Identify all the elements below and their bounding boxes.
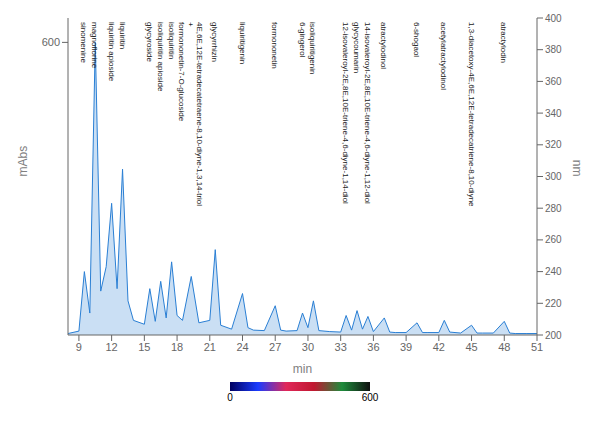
svg-text:9: 9 [76, 341, 82, 353]
svg-text:220: 220 [545, 298, 562, 309]
svg-text:600: 600 [42, 36, 60, 48]
svg-text:+: + [186, 22, 195, 27]
svg-text:400: 400 [545, 13, 562, 24]
svg-text:360: 360 [545, 76, 562, 87]
svg-text:isoliquiritin: isoliquiritin [167, 22, 176, 59]
svg-text:nm: nm [570, 160, 584, 177]
svg-text:33: 33 [335, 341, 347, 353]
svg-text:4E,6E,12E-tetradecatetraene-8,: 4E,6E,12E-tetradecatetraene-8,10-diyne-1… [195, 22, 204, 206]
svg-text:liquiritin: liquiritin [118, 22, 127, 49]
svg-text:42: 42 [433, 341, 445, 353]
svg-text:320: 320 [545, 139, 562, 150]
svg-text:48: 48 [498, 341, 510, 353]
svg-text:15: 15 [138, 341, 150, 353]
svg-text:12-isovaleroyl-2E,8E,10E-trien: 12-isovaleroyl-2E,8E,10E-triene-4,6-diyn… [341, 22, 350, 204]
svg-text:30: 30 [302, 341, 314, 353]
svg-text:340: 340 [545, 108, 562, 119]
svg-text:atractylodinol: atractylodinol [379, 22, 388, 69]
svg-text:glycyroside: glycyroside [145, 22, 154, 63]
svg-text:liquiritigenin: liquiritigenin [238, 22, 247, 64]
svg-text:isoliquiritin apioside: isoliquiritin apioside [156, 22, 165, 92]
svg-text:21: 21 [204, 341, 216, 353]
svg-text:300: 300 [545, 171, 562, 182]
svg-text:min: min [293, 362, 312, 376]
svg-text:liquiritin apioside: liquiritin apioside [107, 22, 116, 82]
svg-text:12: 12 [106, 341, 118, 353]
svg-text:isoliquiritigenin: isoliquiritigenin [308, 22, 317, 74]
svg-text:magnoflorine: magnoflorine [90, 22, 99, 69]
svg-text:24: 24 [236, 341, 248, 353]
svg-text:280: 280 [545, 203, 562, 214]
html-text:0: 0 [227, 392, 233, 403]
svg-text:mAbs: mAbs [16, 146, 30, 177]
svg-text:1,3-diacetoxy-4E,6E,12E-tetrad: 1,3-diacetoxy-4E,6E,12E-tetradecatriene-… [467, 22, 476, 207]
svg-text:45: 45 [465, 341, 477, 353]
svg-text:acetylatractylodinol: acetylatractylodinol [439, 22, 448, 90]
svg-text:sinomenine: sinomenine [79, 22, 88, 63]
svg-text:36: 36 [367, 341, 379, 353]
svg-text:27: 27 [269, 341, 281, 353]
svg-text:51: 51 [531, 341, 543, 353]
svg-text:14-isovaleroyl-2E,8E,10E-trien: 14-isovaleroyl-2E,8E,10E-triene-4,6-diyn… [363, 22, 372, 204]
svg-text:glycyrrhizin: glycyrrhizin [210, 22, 219, 62]
svg-text:380: 380 [545, 44, 562, 55]
svg-text:240: 240 [545, 266, 562, 277]
html-text:600: 600 [361, 392, 379, 403]
svg-text:formononetin: formononetin [270, 22, 279, 69]
svg-text:formononetin-7-O-glucoside: formononetin-7-O-glucoside [177, 22, 186, 122]
svg-text:6-shogaol: 6-shogaol [412, 22, 421, 57]
svg-text:260: 260 [545, 234, 562, 245]
svg-text:18: 18 [171, 341, 183, 353]
svg-text:6-gingerol: 6-gingerol [298, 22, 307, 58]
svg-text:200: 200 [545, 330, 562, 341]
svg-text:atractylodin: atractylodin [499, 22, 508, 63]
svg-text:glycycoumarin: glycycoumarin [352, 22, 361, 73]
svg-text:39: 39 [400, 341, 412, 353]
